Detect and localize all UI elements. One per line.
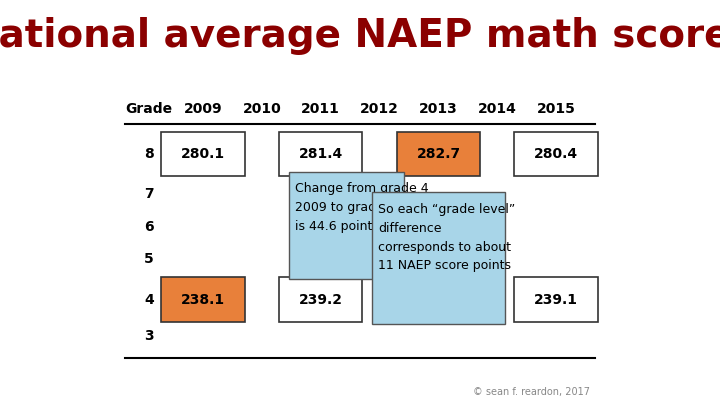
Text: 280.1: 280.1 bbox=[181, 147, 225, 161]
Text: 281.4: 281.4 bbox=[299, 147, 343, 161]
FancyBboxPatch shape bbox=[372, 192, 505, 324]
FancyBboxPatch shape bbox=[515, 277, 598, 322]
FancyBboxPatch shape bbox=[279, 277, 362, 322]
Text: 3: 3 bbox=[144, 329, 154, 343]
FancyBboxPatch shape bbox=[161, 277, 245, 322]
Text: 7: 7 bbox=[144, 188, 154, 201]
Text: 4: 4 bbox=[144, 293, 154, 307]
Text: Grade: Grade bbox=[125, 102, 173, 116]
Text: 5: 5 bbox=[144, 252, 154, 266]
Text: © sean f. reardon, 2017: © sean f. reardon, 2017 bbox=[474, 387, 590, 397]
Text: So each “grade level”
difference
corresponds to about
11 NAEP score points: So each “grade level” difference corresp… bbox=[378, 202, 516, 273]
Text: 2012: 2012 bbox=[360, 102, 399, 116]
Text: 2013: 2013 bbox=[419, 102, 458, 116]
Text: 2009: 2009 bbox=[184, 102, 222, 116]
Text: 8: 8 bbox=[144, 147, 154, 161]
Text: 280.4: 280.4 bbox=[534, 147, 578, 161]
Text: 239.2: 239.2 bbox=[299, 293, 343, 307]
FancyBboxPatch shape bbox=[515, 132, 598, 176]
FancyBboxPatch shape bbox=[397, 132, 480, 176]
Text: 239.1: 239.1 bbox=[534, 293, 578, 307]
Text: 238.1: 238.1 bbox=[181, 293, 225, 307]
Text: 6: 6 bbox=[144, 220, 154, 234]
Text: 2015: 2015 bbox=[536, 102, 575, 116]
Text: National average NAEP math scores: National average NAEP math scores bbox=[0, 17, 720, 55]
Text: 282.7: 282.7 bbox=[416, 147, 461, 161]
Text: 2014: 2014 bbox=[478, 102, 517, 116]
FancyBboxPatch shape bbox=[161, 132, 245, 176]
Text: 2011: 2011 bbox=[302, 102, 341, 116]
FancyBboxPatch shape bbox=[279, 132, 362, 176]
Text: 2010: 2010 bbox=[243, 102, 282, 116]
Text: Change from grade 4
2009 to grade 8 2013
is 44.6 points: Change from grade 4 2009 to grade 8 2013… bbox=[294, 182, 431, 233]
FancyBboxPatch shape bbox=[289, 172, 404, 279]
